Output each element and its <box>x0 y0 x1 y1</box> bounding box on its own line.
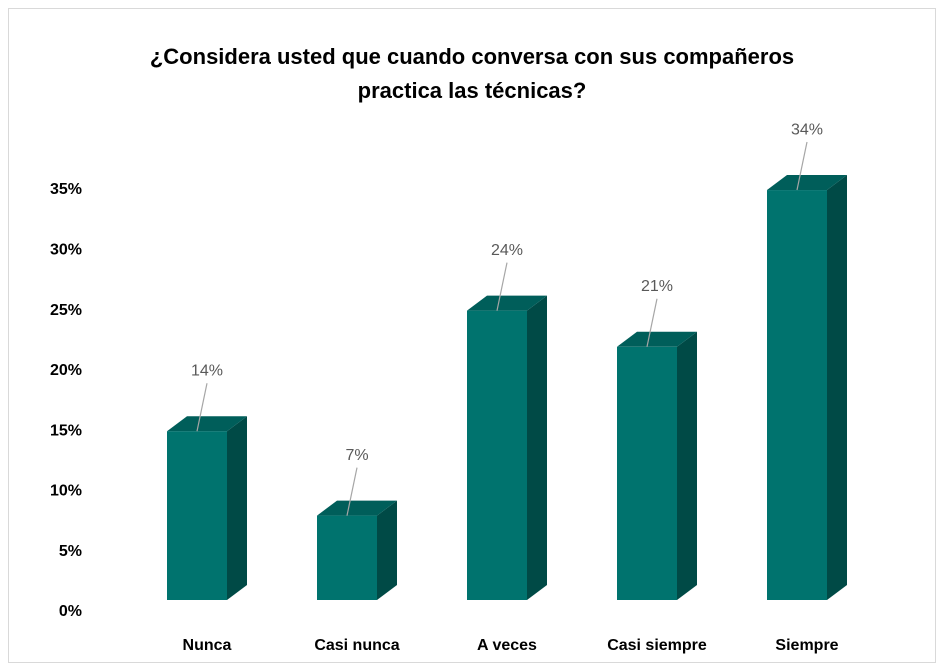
title-line: practica las técnicas? <box>358 78 587 103</box>
bar-side <box>827 175 847 601</box>
data-label: 34% <box>791 121 823 138</box>
bar <box>617 346 677 600</box>
title-line: ¿Considera usted que cuando conversa con… <box>150 44 794 69</box>
bar-top <box>317 500 397 516</box>
chart-title: ¿Considera usted que cuando conversa con… <box>150 44 794 103</box>
y-tick-label: 5% <box>59 543 82 560</box>
x-tick-label: Casi siempre <box>607 637 707 654</box>
y-tick-label: 20% <box>50 362 82 379</box>
leader-line <box>196 383 208 432</box>
bar-side <box>527 295 547 600</box>
bar-top <box>617 331 697 347</box>
bar-top <box>467 295 547 311</box>
x-tick-label: A veces <box>477 637 537 654</box>
bar <box>317 515 377 600</box>
leader-line <box>646 298 658 347</box>
bar-top <box>167 416 247 432</box>
bar-side <box>227 416 247 600</box>
leader-line <box>346 467 358 516</box>
data-label: 21% <box>641 278 673 295</box>
leader-line <box>496 262 508 311</box>
data-label: 14% <box>191 362 223 379</box>
bar <box>767 190 827 601</box>
y-tick-label: 15% <box>50 422 82 439</box>
x-tick-label: Siempre <box>775 637 838 654</box>
y-tick-label: 25% <box>50 302 82 319</box>
leader-line <box>796 141 808 191</box>
bar-side <box>377 500 397 600</box>
bar <box>467 310 527 600</box>
x-tick-label: Nunca <box>183 637 232 654</box>
data-label: 24% <box>491 242 523 259</box>
y-tick-label: 30% <box>50 242 82 259</box>
y-tick-label: 0% <box>59 603 82 620</box>
bar-top <box>767 175 847 191</box>
bar-side <box>677 331 697 600</box>
bar <box>167 431 227 600</box>
y-tick-label: 10% <box>50 483 82 500</box>
y-tick-label: 35% <box>50 181 82 198</box>
data-label: 7% <box>345 447 368 464</box>
x-tick-label: Casi nunca <box>314 637 399 654</box>
